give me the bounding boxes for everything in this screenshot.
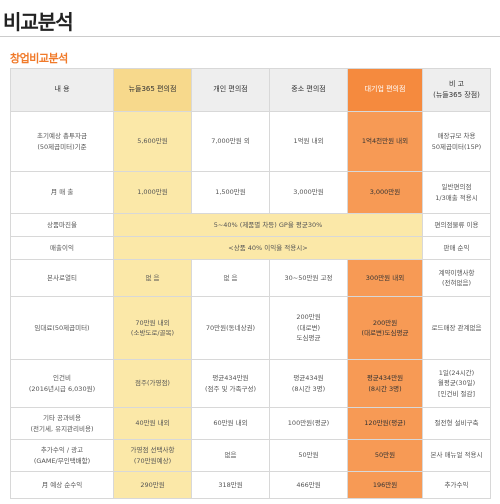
page-title: 비교분석 — [3, 10, 74, 34]
table-cell: 평균434만원 (점주 및 가족구성) — [191, 359, 270, 408]
table-cell-span: 5~40% (제품별 차등) GP율 평균30% — [113, 213, 423, 237]
table-cell: 평균434원 (8시간 3명) — [269, 359, 348, 408]
table-cell: 본사 매뉴얼 적용시 — [422, 439, 491, 472]
table-cell-span: <상품 40% 이익율 적용시> — [113, 236, 423, 260]
table-row: 임대료(50제곱미터) 70만원 내외 (소방도로/골목) 70만원(동네상권)… — [10, 296, 491, 360]
table-cell: 평균434만원 (8시간 3명) — [347, 359, 423, 408]
row-label: 임대료(50제곱미터) — [10, 296, 114, 360]
table-cell: 5,600만원 — [113, 111, 192, 172]
table-cell: 1,500만원 — [191, 171, 270, 214]
table-cell: 1억4천만원 내외 — [347, 111, 423, 172]
row-label: 추가수익 / 광고 (GAME/무인택배함) — [10, 439, 114, 472]
table-row: 매출이익 <상품 40% 이익율 적용시> 판매 순익 — [10, 236, 491, 260]
header-cell: 내 용 — [10, 68, 114, 112]
row-label: 月 예상 순수익 — [10, 471, 114, 499]
table-cell: 200만원 (대로변) 도심평균 — [269, 296, 348, 360]
table-cell: 계약이행사항 (전혀없음) — [422, 259, 491, 297]
section-title: 창업비교분석 — [10, 52, 68, 65]
table-cell: 200만원 (대로변)도심평균 — [347, 296, 423, 360]
comparison-table: 내 용 뉴들365 편의점 개인 편의점 중소 편의점 대기업 편의점 비 고 … — [10, 68, 491, 499]
title-divider — [0, 36, 500, 37]
table-cell: 300만원 내외 — [347, 259, 423, 297]
table-cell: 100만원(평균) — [269, 407, 348, 440]
table-row: 月 예상 순수익 290만원 318만원 466만원 196만원 추가수익 — [10, 471, 491, 499]
table-cell: 판매 순익 — [422, 236, 491, 260]
row-label: 매출이익 — [10, 236, 114, 260]
table-row: 초기예상 총투자금 (50제곱미터)기준 5,600만원 7,000만원 외 1… — [10, 111, 491, 172]
row-label: 인건비 (2016년시급 6,030원) — [10, 359, 114, 408]
table-cell: 없음 — [191, 439, 270, 472]
table-cell: 추가수익 — [422, 471, 491, 499]
table-cell: 1일(24시간) 월평균(30일) [인건비 절감] — [422, 359, 491, 408]
table-cell: 30~50만원 고정 — [269, 259, 348, 297]
table-cell: 60만원 내외 — [191, 407, 270, 440]
table-row: 月 매 출 1,000만원 1,500만원 3,000만원 3,000만원 일반… — [10, 171, 491, 214]
table-cell: 가영점 선택사항 (70만원예상) — [113, 439, 192, 472]
row-label: 기타 공과비용 (전기세, 유지관리비용) — [10, 407, 114, 440]
table-row: 본사로열티 없 음 없 음 30~50만원 고정 300만원 내외 계약이행사항… — [10, 259, 491, 297]
table-row: 추가수익 / 광고 (GAME/무인택배함) 가영점 선택사항 (70만원예상)… — [10, 439, 491, 472]
row-label: 본사로열티 — [10, 259, 114, 297]
header-cell: 중소 편의점 — [269, 68, 348, 112]
table-cell: 매장규모 차용 50제곱미터(15P) — [422, 111, 491, 172]
table-cell: 편의점물류 이용 — [422, 213, 491, 237]
table-row: 기타 공과비용 (전기세, 유지관리비용) 40만원 내외 60만원 내외 10… — [10, 407, 491, 440]
header-cell: 뉴들365 편의점 — [113, 68, 192, 112]
table-row: 인건비 (2016년시급 6,030원) 점주(가영점) 평균434만원 (점주… — [10, 359, 491, 408]
header-cell: 대기업 편의점 — [347, 68, 423, 112]
table-cell: 일반편의점 1/3매출 적용시 — [422, 171, 491, 214]
table-cell: 50만원 — [269, 439, 348, 472]
table-cell: 점주(가영점) — [113, 359, 192, 408]
table-cell: 70만원(동네상권) — [191, 296, 270, 360]
table-cell: 40만원 내외 — [113, 407, 192, 440]
table-cell: 50만원 — [347, 439, 423, 472]
table-cell: 1,000만원 — [113, 171, 192, 214]
table-cell: 1억원 내외 — [269, 111, 348, 172]
row-label: 月 매 출 — [10, 171, 114, 214]
header-cell: 개인 편의점 — [191, 68, 270, 112]
table-header-row: 내 용 뉴들365 편의점 개인 편의점 중소 편의점 대기업 편의점 비 고 … — [10, 68, 491, 112]
row-label: 초기예상 총투자금 (50제곱미터)기준 — [10, 111, 114, 172]
table-cell: 로드매장 관계없음 — [422, 296, 491, 360]
table-row: 상품마진율 5~40% (제품별 차등) GP율 평균30% 편의점물류 이용 — [10, 213, 491, 237]
table-cell: 120만원(평균) — [347, 407, 423, 440]
table-cell: 290만원 — [113, 471, 192, 499]
header-cell: 비 고 (뉴들365 장점) — [422, 68, 491, 112]
table-cell: 없 음 — [113, 259, 192, 297]
table-cell: 318만원 — [191, 471, 270, 499]
table-cell: 70만원 내외 (소방도로/골목) — [113, 296, 192, 360]
table-cell: 절전형 설비구축 — [422, 407, 491, 440]
table-cell: 없 음 — [191, 259, 270, 297]
row-label: 상품마진율 — [10, 213, 114, 237]
table-cell: 3,000만원 — [347, 171, 423, 214]
table-cell: 7,000만원 외 — [191, 111, 270, 172]
table-cell: 466만원 — [269, 471, 348, 499]
table-cell: 196만원 — [347, 471, 423, 499]
table-cell: 3,000만원 — [269, 171, 348, 214]
